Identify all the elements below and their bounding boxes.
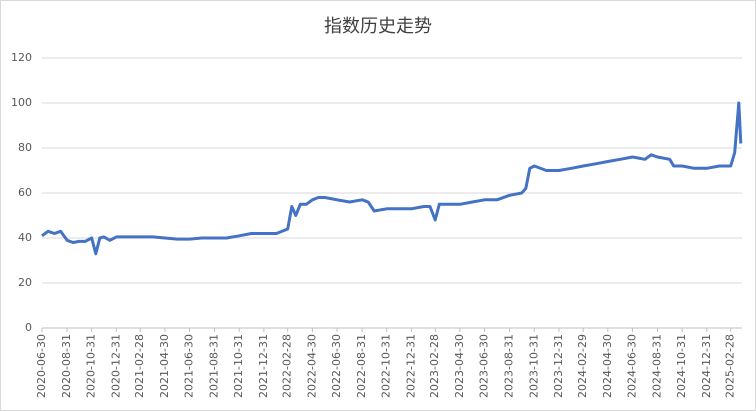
x-tick-label: 2023-10-31 [527,334,540,398]
x-tick-label: 2024-04-30 [601,334,614,398]
x-tick-label: 2022-08-31 [355,334,368,398]
x-tick-label: 2021-04-30 [158,334,171,398]
x-tick-label: 2022-04-30 [305,334,318,398]
x-tick-label: 2024-06-30 [625,334,638,398]
y-tick-label: 40 [18,231,32,244]
x-tick-label: 2024-10-31 [675,334,688,398]
x-tick-label: 2021-12-31 [257,334,270,398]
line [41,101,743,256]
x-tick-label: 2021-06-30 [183,334,196,398]
x-tick-label: 2023-06-30 [478,334,491,398]
x-tick-label: 2023-04-30 [453,334,466,398]
x-tick-label: 2020-06-30 [35,334,48,398]
y-tick-label: 60 [18,186,32,199]
x-tick-label: 2020-12-31 [109,334,122,398]
x-tick-label: 2022-02-28 [281,334,294,398]
y-tick-label: 100 [11,96,32,109]
x-tick-label: 2024-12-31 [700,334,713,398]
x-tick-label: 2020-10-31 [85,334,98,398]
x-tick-label: 2023-08-31 [503,334,516,398]
y-tick-label: 0 [25,321,32,334]
x-tick-label: 2024-08-31 [651,334,664,398]
x-tick-label: 2021-02-28 [133,334,146,398]
x-tick-label: 2022-06-30 [330,334,343,398]
y-tick-label: 80 [18,141,32,154]
x-tick-label: 2023-12-31 [552,334,565,398]
y-tick-label: 20 [18,276,32,289]
x-tick-label: 2021-08-31 [208,334,221,398]
x-tick-label: 2021-10-31 [232,334,245,398]
x-tick-label: 2022-10-31 [380,334,393,398]
chart-title: 指数历史走势 [324,16,432,37]
x-tick-label: 2020-08-31 [60,334,73,398]
x-tick-label: 2025-02-28 [724,334,737,398]
x-tick-label: 2024-02-29 [576,334,589,398]
y-tick-label: 120 [11,51,32,64]
x-tick-label: 2022-12-31 [404,334,417,398]
x-tick-label: 2023-02-28 [428,334,441,398]
